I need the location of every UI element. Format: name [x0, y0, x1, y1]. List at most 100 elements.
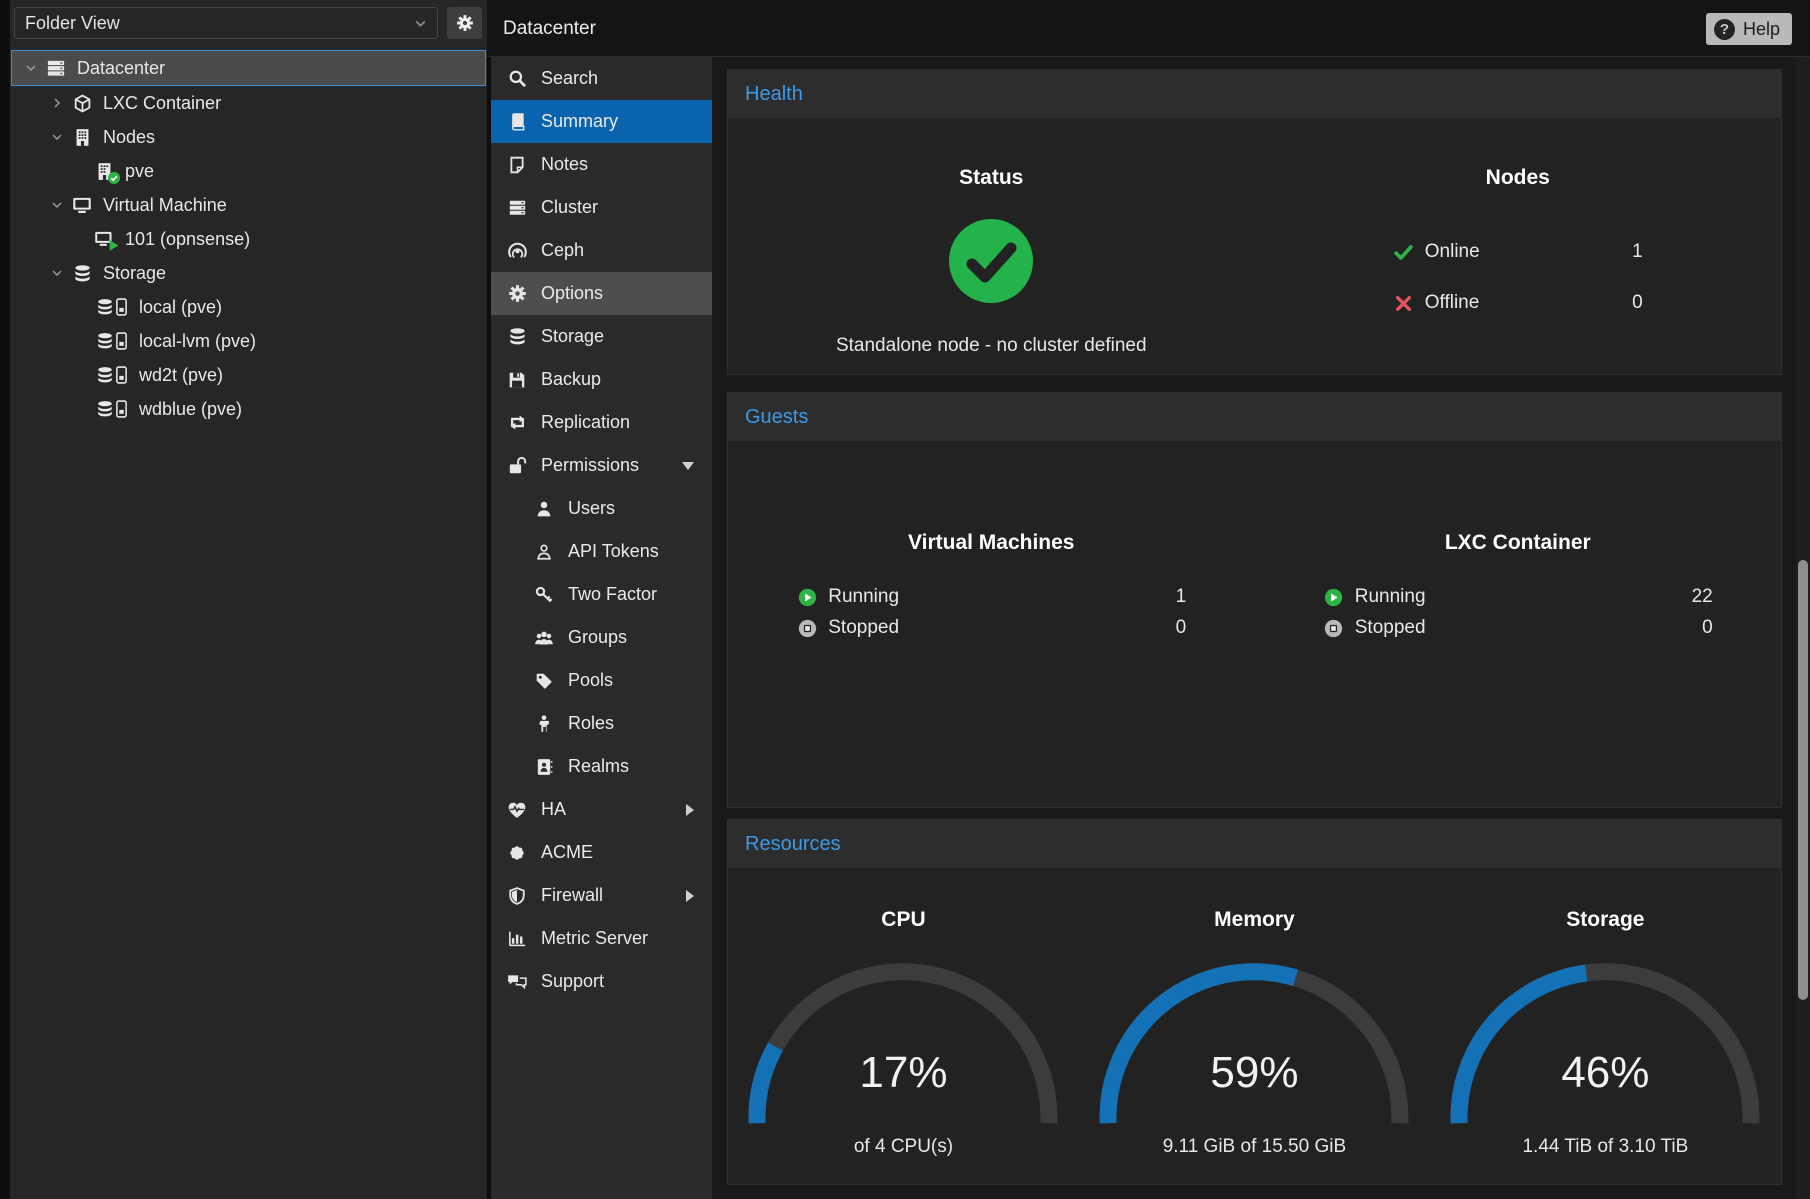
tree-settings-button[interactable]: [447, 7, 482, 39]
lxc-stopped-value: 0: [1702, 617, 1713, 638]
chevron-down-icon[interactable]: [50, 199, 64, 211]
nav-item-label: Notes: [541, 154, 589, 174]
database-icon: [70, 264, 94, 283]
shield-icon: [506, 886, 528, 905]
storage-sub-label: 1.44 TiB of 3.10 TiB: [1522, 1136, 1689, 1157]
nav-item-api-tokens[interactable]: API Tokens: [491, 530, 712, 573]
note-icon: [506, 156, 528, 174]
nav-item-firewall[interactable]: Firewall: [491, 874, 712, 917]
tree-item-storage-wdblue[interactable]: wdblue (pve): [10, 392, 487, 426]
help-button[interactable]: ? Help: [1705, 13, 1792, 45]
tree-item-virtual-machine[interactable]: Virtual Machine: [10, 188, 487, 222]
users-icon: [533, 629, 555, 647]
user-outline-icon: [533, 543, 555, 561]
nav-item-options[interactable]: Options: [491, 272, 712, 315]
lxc-running-row: Running 22: [1323, 583, 1713, 611]
database-icon: [506, 327, 528, 346]
nav-item-ceph[interactable]: Ceph: [491, 229, 712, 272]
memory-gauge: Memory 59% 9.11 GiB of 15.50 GiB: [1079, 868, 1430, 1157]
node-online-icon: [92, 162, 120, 184]
tree-item-nodes[interactable]: Nodes: [10, 120, 487, 154]
nav-item-groups[interactable]: Groups: [491, 616, 712, 659]
user-icon: [533, 500, 555, 518]
tree-item-storage[interactable]: Storage: [10, 256, 487, 290]
chevron-down-icon[interactable]: [50, 131, 64, 143]
storage-gauge: Storage 46% 1.44 TiB of 3.10 TiB: [1430, 868, 1781, 1157]
expand-right-arrow-icon: [686, 803, 694, 816]
nav-item-storage[interactable]: Storage: [491, 315, 712, 358]
nav-item-permissions[interactable]: Permissions: [491, 444, 712, 487]
floppy-icon: [506, 371, 528, 389]
cpu-heading: CPU: [881, 908, 926, 931]
chat-icon: [506, 973, 528, 991]
vm-running-row: Running 1: [796, 583, 1186, 611]
nav-item-label: Backup: [541, 369, 602, 389]
tree-item-label: pve: [125, 160, 155, 181]
lxc-running-value: 22: [1691, 586, 1713, 607]
person-icon: [533, 714, 555, 733]
search-icon: [506, 69, 528, 88]
nav-item-label: Firewall: [541, 885, 604, 905]
nav-item-realms[interactable]: Realms: [491, 745, 712, 788]
memory-percent: 59%: [1210, 1048, 1299, 1097]
nav-item-acme[interactable]: ACME: [491, 831, 712, 874]
cpu-sub-label: of 4 CPU(s): [853, 1136, 954, 1157]
nav-item-label: Two Factor: [568, 584, 658, 604]
tree-item-label: Virtual Machine: [103, 194, 227, 215]
tree-item-datacenter[interactable]: Datacenter: [11, 50, 486, 86]
nodes-offline-row: Offline 0: [1393, 289, 1643, 317]
status-message: Standalone node - no cluster defined: [835, 335, 1147, 356]
gear-icon: [506, 284, 528, 303]
stopped-icon: [796, 619, 818, 638]
nav-item-label: HA: [541, 799, 567, 819]
nav-item-two-factor[interactable]: Two Factor: [491, 573, 712, 616]
status-heading: Status: [959, 166, 1024, 189]
cube-icon: [70, 94, 94, 113]
tree-item-label: LXC Container: [103, 92, 222, 113]
nav-item-support[interactable]: Support: [491, 960, 712, 1003]
nav-item-replication[interactable]: Replication: [491, 401, 712, 444]
chevron-down-icon[interactable]: [24, 62, 38, 74]
storage-drive-icon: [92, 400, 130, 418]
heartbeat-icon: [506, 801, 528, 819]
content-scrollbar[interactable]: [1796, 57, 1810, 1199]
resource-tree-panel: Folder View Datacenter LXC Container Nod: [10, 0, 487, 1199]
tree-item-pve[interactable]: pve: [10, 154, 487, 188]
nav-item-label: ACME: [541, 842, 594, 862]
tree-item-storage-local-lvm[interactable]: local-lvm (pve): [10, 324, 487, 358]
guests-panel-title: Guests: [728, 393, 1781, 441]
bar-chart-icon: [506, 930, 528, 948]
nav-item-notes[interactable]: Notes: [491, 143, 712, 186]
tree-item-vm-101[interactable]: 101 (opnsense): [10, 222, 487, 256]
nav-item-backup[interactable]: Backup: [491, 358, 712, 401]
left-gutter: [0, 0, 10, 1199]
nav-item-pools[interactable]: Pools: [491, 659, 712, 702]
online-value: 1: [1632, 241, 1643, 262]
server-stack-icon: [44, 58, 68, 78]
view-selector[interactable]: Folder View: [14, 7, 438, 39]
nav-item-cluster[interactable]: Cluster: [491, 186, 712, 229]
tree-item-label: local-lvm (pve): [139, 330, 257, 351]
lxc-stopped-row: Stopped 0: [1323, 614, 1713, 642]
chevron-right-icon[interactable]: [50, 97, 64, 109]
gear-icon: [456, 14, 474, 32]
ceph-icon: [506, 241, 528, 260]
tree-item-lxc-container[interactable]: LXC Container: [10, 86, 487, 120]
nav-item-search[interactable]: Search: [491, 57, 712, 100]
nav-item-ha[interactable]: HA: [491, 788, 712, 831]
sync-arrows-icon: [506, 413, 528, 432]
tree-toolbar: Folder View: [10, 0, 487, 46]
tree-item-storage-local[interactable]: local (pve): [10, 290, 487, 324]
tree-item-label: Nodes: [103, 126, 156, 147]
nav-item-users[interactable]: Users: [491, 487, 712, 530]
nav-item-roles[interactable]: Roles: [491, 702, 712, 745]
running-icon: [1323, 588, 1345, 607]
nav-item-label: Cluster: [541, 197, 599, 217]
chevron-down-icon[interactable]: [50, 267, 64, 279]
tree-item-storage-wd2t[interactable]: wd2t (pve): [10, 358, 487, 392]
chevron-down-icon: [414, 17, 427, 30]
nav-item-metric-server[interactable]: Metric Server: [491, 917, 712, 960]
nav-item-summary[interactable]: Summary: [491, 100, 712, 143]
scrollbar-thumb[interactable]: [1798, 560, 1808, 1000]
status-ok-icon: [728, 219, 1255, 303]
